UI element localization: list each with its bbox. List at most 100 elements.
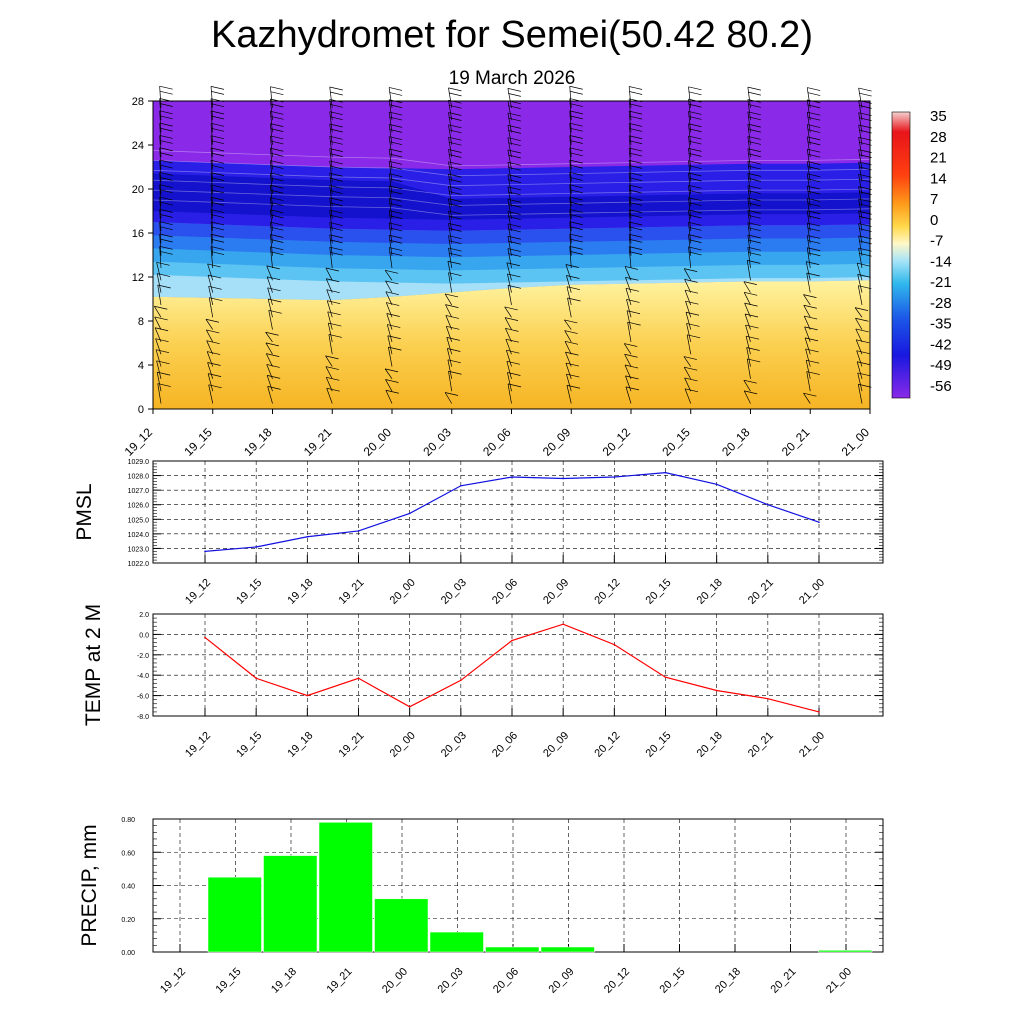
wind-barb-staff [858,149,863,170]
wind-barb-flag [159,103,173,107]
wind-barb-flag [155,349,170,354]
wind-barb-flag [447,260,461,265]
wind-barb-staff [806,149,811,170]
wind-barb-staff [805,360,811,379]
x-tick-label: 20_09 [540,425,574,459]
wind-barb-staff [266,364,273,379]
wind-barb-flag [508,130,521,134]
wind-barb-flag [744,302,758,307]
wind-barb-staff [569,172,572,195]
data-point [715,483,718,486]
wind-barb-staff [626,299,632,318]
x-tick-label: 20_03 [439,730,469,760]
wind-barb-flag [629,189,643,194]
x-tick-label: 21_00 [824,966,854,996]
wind-barb-staff [804,337,811,355]
wind-barb-staff [270,197,273,219]
wind-barb-staff [507,112,512,133]
wind-barb-flag [210,135,225,140]
wind-barb-staff [388,347,393,367]
wind-barb-staff [159,86,162,108]
wind-barb-staff [446,337,453,355]
colorbar [891,111,911,399]
wind-barb-staff [329,123,333,145]
wind-barb-flag [747,111,761,116]
wind-barb-flag [684,289,699,294]
wind-barb-staff [569,246,572,269]
wind-barb-staff [270,98,273,121]
wind-barb-flag [569,127,583,132]
wind-barb-staff [858,211,863,232]
wind-barb-staff [210,234,214,256]
wind-barb-staff [564,330,572,343]
wind-barb-flag [270,226,284,231]
wind-barb-staff [806,371,811,392]
wind-barb-staff [444,392,453,404]
wind-barb-staff [159,147,162,170]
wind-barb-flag [270,214,284,219]
wind-barb-flag [629,177,643,182]
wind-barb-flag [210,246,225,250]
wind-barb-flag [806,359,820,364]
wind-barb-staff [688,123,692,145]
wind-barb-flag [211,201,225,206]
wind-barb-flag [625,276,639,281]
wind-barb-flag [270,152,284,157]
x-tick-label: 20_18 [695,730,725,760]
wind-barb-flag [210,233,225,238]
wind-barb-flag [624,364,639,369]
wind-barb-flag [807,87,821,91]
x-tick-label: 20_12 [602,966,632,996]
wind-barb-flag [211,152,225,157]
wind-barb-flag [805,337,819,342]
wind-barb-flag [508,154,521,159]
wind-barb-staff [385,291,393,306]
wind-barb-flag [747,210,761,214]
wind-barb-staff [688,172,692,195]
wind-barb-staff [745,324,751,342]
wind-barb-flag [389,197,403,202]
data-point [306,694,309,697]
wind-barb-flag [265,342,279,347]
wind-barb-staff [746,260,751,281]
wind-barb-flag [743,281,757,285]
wind-barb-staff [806,87,811,108]
wind-barb-flag [389,173,403,178]
wind-barb-flag [445,315,459,319]
wind-barb-staff [569,98,572,121]
precip-bar [207,876,262,953]
x-tick-label: 20_09 [541,730,571,760]
wind-barb-flag [856,339,870,344]
wind-barb-flag [688,197,702,202]
wind-barb-flag [688,177,702,182]
y-tick-label: 4 [138,360,144,372]
wind-barb-flag [446,326,460,330]
precip-bar [429,931,484,953]
wind-barb-staff [266,276,273,293]
wind-barb-flag [688,135,702,140]
wind-barb-flag [569,110,583,115]
wind-barb-staff [857,384,863,404]
wind-barb-flag [211,238,225,243]
wind-barb-staff [745,336,751,355]
wind-barb-flag [159,233,173,238]
wind-barb-flag [448,215,462,220]
data-point [664,471,667,474]
colorbar-label: 28 [930,129,947,146]
wind-barb-staff [329,136,333,158]
wind-barb-flag [629,246,643,250]
x-tick-label: 19_18 [285,577,315,607]
x-tick-label: 19_21 [325,966,355,996]
wind-barb-flag [266,364,280,368]
wind-barb-staff [210,221,214,244]
wind-barb-staff [686,323,692,342]
wind-barb-flag [688,172,702,177]
wind-barb-staff [683,367,692,380]
wind-barb-flag [565,264,579,268]
wind-barb-staff [270,246,273,269]
y-tick-label: 8 [138,316,144,328]
colorbar-label: 35 [930,108,947,125]
wind-barb-staff [267,287,273,306]
wind-barb-staff [446,348,453,367]
colorbar-label: 21 [930,150,947,167]
